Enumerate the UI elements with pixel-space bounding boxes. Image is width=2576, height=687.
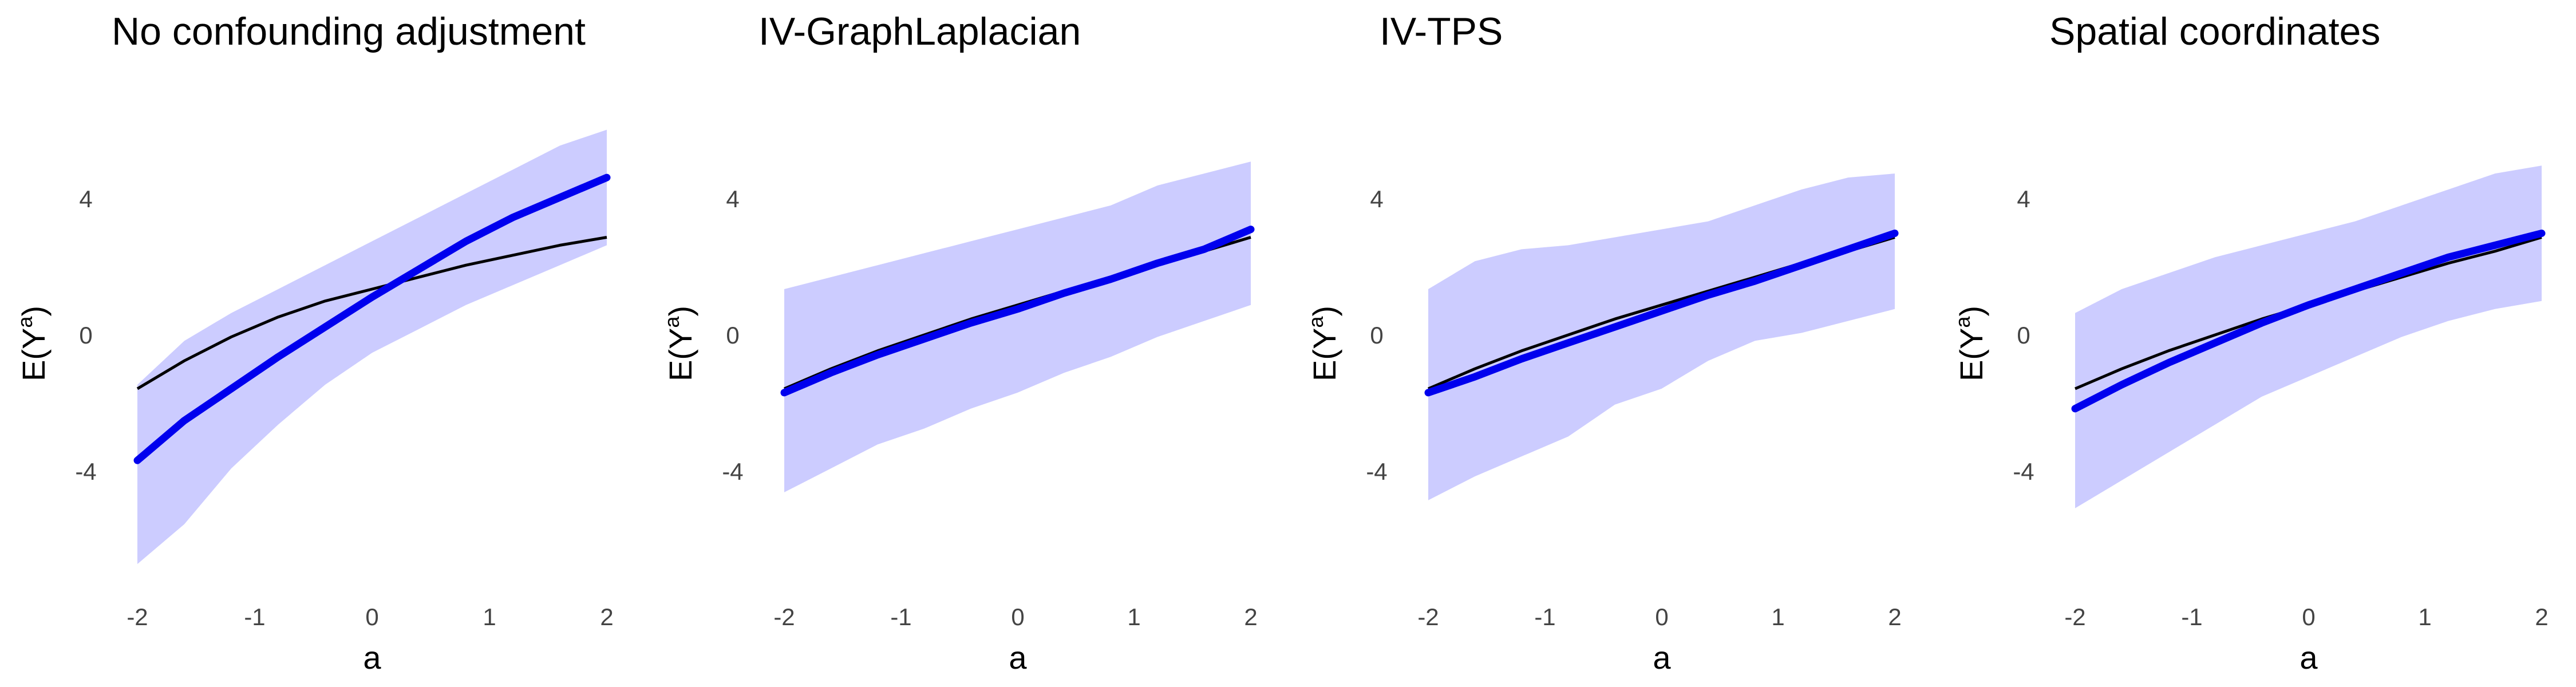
y-tick-label: 0 <box>1370 322 1383 349</box>
x-tick-label: -1 <box>1534 603 1555 630</box>
y-tick-label: 0 <box>726 322 739 349</box>
x-axis-label: a <box>363 639 381 676</box>
panel-title: IV-TPS <box>1380 10 1503 53</box>
estimate-line <box>133 173 611 464</box>
x-tick-label: 0 <box>1011 603 1024 630</box>
y-tick-label: 4 <box>1370 185 1383 212</box>
y-axis-label: E(Ya) <box>1951 306 1989 381</box>
estimate-line <box>780 226 1255 397</box>
y-tick-label: -4 <box>2013 458 2034 485</box>
confidence-band <box>2075 165 2542 508</box>
panel-title: No confounding adjustment <box>112 10 586 53</box>
x-tick-label: 1 <box>483 603 496 630</box>
x-tick-label: 0 <box>365 603 378 630</box>
y-axis-label: E(Ya) <box>660 306 698 381</box>
y-axis-label: E(Ya) <box>1304 306 1342 381</box>
y-axis-label: E(Ya) <box>13 306 52 381</box>
x-tick-label: 2 <box>1888 603 1901 630</box>
panel-no-confounding: No confounding adjustment 4 0 -4 -2 -1 0… <box>13 10 614 676</box>
x-tick-label: -1 <box>2181 603 2202 630</box>
x-tick-label: -2 <box>773 603 795 630</box>
x-tick-label: -1 <box>244 603 265 630</box>
y-tick-label: -4 <box>722 458 743 485</box>
confidence-band <box>784 161 1251 492</box>
x-tick-label: -2 <box>127 603 148 630</box>
x-tick-label: 1 <box>1127 603 1140 630</box>
x-tick-label: 2 <box>1244 603 1257 630</box>
estimate-line <box>1424 230 1899 397</box>
y-tick-label: 4 <box>726 185 739 212</box>
x-tick-label: 2 <box>600 603 613 630</box>
x-tick-label: -2 <box>2064 603 2085 630</box>
panel-spatial-coordinates: Spatial coordinates 4 0 -4 -2 -1 0 1 2 a… <box>1951 10 2549 676</box>
y-tick-label: 4 <box>2017 185 2030 212</box>
confidence-band <box>1428 173 1895 500</box>
x-axis-label: a <box>1653 639 1671 676</box>
y-tick-label: 0 <box>2017 322 2030 349</box>
y-tick-label: -4 <box>1366 458 1387 485</box>
x-axis-label: a <box>2300 639 2318 676</box>
panel-iv-tps: IV-TPS 4 0 -4 -2 -1 0 1 2 a E(Ya) <box>1304 10 1902 676</box>
confidence-band <box>137 129 607 564</box>
y-tick-label: 0 <box>79 322 92 349</box>
panel-iv-graphlaplacian: IV-GraphLaplacian 4 0 -4 -2 -1 0 1 2 a E… <box>660 10 1258 676</box>
panel-title: Spatial coordinates <box>2049 10 2380 53</box>
x-tick-label: -1 <box>890 603 911 630</box>
y-tick-label: -4 <box>75 458 96 485</box>
x-tick-label: 0 <box>1655 603 1668 630</box>
x-tick-label: 1 <box>1771 603 1784 630</box>
x-tick-label: -2 <box>1417 603 1439 630</box>
estimate-line <box>2071 230 2546 413</box>
x-tick-label: 1 <box>2418 603 2431 630</box>
x-tick-label: 0 <box>2302 603 2315 630</box>
y-tick-label: 4 <box>79 185 92 212</box>
x-axis-label: a <box>1009 639 1027 676</box>
panel-title: IV-GraphLaplacian <box>758 10 1081 53</box>
truth-line <box>136 236 607 390</box>
x-tick-label: 2 <box>2535 603 2548 630</box>
